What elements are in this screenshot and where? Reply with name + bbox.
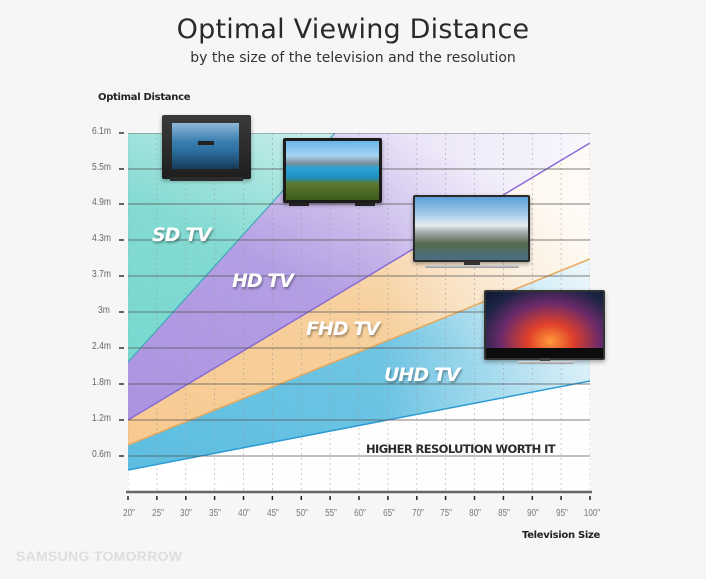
y-tick-label: 1.2m [92,413,111,424]
crt-tv-image [162,115,251,181]
x-tick-label: 60" [354,508,366,519]
y-tick-label: 6.1m [92,126,111,137]
x-tick-label: 85" [498,508,510,519]
x-tick-label: 75" [440,508,452,519]
y-tick-label: 4.9m [92,197,111,208]
y-tick-label: 0.6m [92,449,111,460]
annotation-higher-resolution: HIGHER RESOLUTION WORTH IT [366,442,556,456]
x-tick-label: 30" [180,508,192,519]
x-tick-label: 95" [556,508,568,519]
chart-title: Optimal Viewing Distance [176,14,530,45]
fhd-tv-image [413,195,531,271]
watermark-logo: SAMSUNG TOMORROW [16,548,183,564]
chart-subtitle: by the size of the television and the re… [190,50,516,66]
x-tick-label: 80" [469,508,481,519]
y-tick-label: 3m [98,305,110,316]
x-tick-label: 45" [267,508,279,519]
x-axis-title: Television Size [522,530,601,541]
x-tick-label: 55" [325,508,337,519]
band-label-sd: SD TV [152,224,212,246]
x-tick-label: 70" [412,508,424,519]
band-label-hd: HD TV [232,270,294,292]
x-tick-label: 25" [152,508,164,519]
x-tick-label: 40" [238,508,250,519]
y-tick-label: 2.4m [92,341,111,352]
x-tick-label: 35" [209,508,221,519]
y-tick-label: 4.3m [92,233,111,244]
y-tick-label: 1.8m [92,377,111,388]
band-label-uhd: UHD TV [384,364,460,386]
band-label-fhd: FHD TV [306,318,380,340]
x-tick-label: 100" [583,508,601,519]
y-axis-title: Optimal Distance [98,92,191,103]
hd-tv-image [283,138,383,212]
x-tick-label: 50" [296,508,308,519]
x-tick-label: 90" [527,508,539,519]
y-tick-label: 3.7m [92,269,111,280]
x-tick-label: 20" [123,508,135,519]
x-tick-label: 65" [383,508,395,519]
y-tick-label: 5.5m [92,162,111,173]
uhd-tv-image [484,290,606,366]
